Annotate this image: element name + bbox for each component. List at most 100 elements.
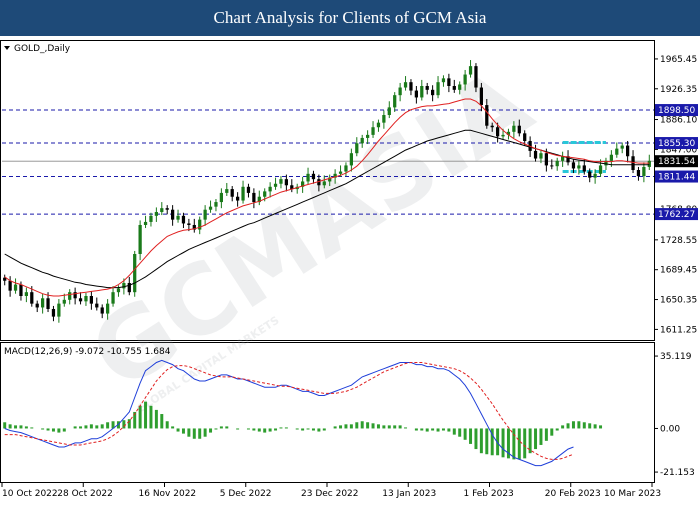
- level-price-tag: [655, 104, 698, 117]
- bull-candle: [208, 206, 213, 210]
- bear-candle: [485, 105, 489, 126]
- bear-candle: [236, 196, 240, 201]
- bull-candle: [593, 173, 597, 178]
- axis-layer: 1965.451926.351886.101847.001808.901768.…: [1, 55, 698, 499]
- bull-candle: [561, 156, 565, 161]
- current-price-tag: [655, 155, 698, 168]
- bull-candle: [160, 208, 164, 212]
- bull-candle: [458, 84, 462, 90]
- bear-candle: [95, 303, 99, 308]
- bear-candle: [46, 298, 50, 309]
- bull-candle: [138, 224, 142, 254]
- bull-candle: [609, 154, 613, 161]
- bear-candle: [8, 280, 12, 291]
- bear-candle: [165, 208, 169, 210]
- bull-candle: [62, 299, 66, 304]
- bear-candle: [571, 162, 576, 169]
- bull-candle: [338, 171, 343, 174]
- bull-candle: [68, 292, 72, 300]
- bull-candle: [598, 165, 603, 174]
- bull-candle: [604, 160, 608, 166]
- bear-candle: [490, 125, 494, 128]
- bear-candle: [290, 185, 294, 190]
- x-tick-label: 28 Oct 2022: [57, 489, 113, 499]
- bear-candle: [311, 173, 316, 180]
- price-layer: [2, 60, 654, 323]
- bull-candle: [263, 191, 267, 197]
- bull-candle: [420, 86, 424, 98]
- macd-y-tick-label: -21.153: [660, 468, 695, 478]
- bull-candle: [642, 166, 646, 177]
- bear-candle: [517, 125, 521, 134]
- bull-candle: [214, 202, 218, 207]
- bull-candle: [403, 82, 408, 88]
- bull-candle: [24, 292, 28, 296]
- bull-candle: [328, 177, 332, 182]
- bull-candle: [393, 95, 397, 108]
- bull-candle: [555, 160, 559, 167]
- bull-candle: [506, 131, 511, 135]
- bear-candle: [30, 292, 34, 304]
- bull-candle: [111, 292, 115, 304]
- bear-candle: [192, 224, 196, 230]
- bear-candle: [588, 171, 592, 178]
- bull-candle: [512, 125, 516, 132]
- bull-candle: [349, 153, 353, 166]
- bull-candle: [143, 221, 148, 225]
- level-price-tag: [655, 170, 698, 183]
- level-price-tag: [655, 137, 698, 150]
- symbol-dropdown-icon[interactable]: [4, 46, 10, 50]
- bear-candle: [78, 298, 83, 302]
- bull-candle: [333, 173, 337, 178]
- bear-candle: [51, 308, 56, 317]
- level-price-label: 1811.44: [658, 173, 695, 183]
- bear-candle: [35, 303, 39, 308]
- x-tick-label: 13 Jan 2023: [382, 489, 436, 499]
- bull-candle: [376, 122, 381, 128]
- bear-candle: [636, 170, 641, 177]
- bull-candle: [501, 134, 505, 137]
- bear-candle: [284, 179, 288, 186]
- chart-title: Chart Analysis for Clients of GCM Asia: [213, 8, 487, 27]
- bull-candle: [149, 215, 153, 222]
- bear-candle: [89, 296, 93, 304]
- bear-candle: [474, 66, 478, 88]
- bear-candle: [479, 87, 483, 106]
- current-price-label: 1831.54: [658, 157, 695, 167]
- bear-candle: [523, 133, 527, 141]
- level-price-label: 1898.50: [658, 106, 695, 116]
- bull-candle: [268, 186, 272, 192]
- x-tick-label: 23 Dec 2022: [301, 489, 359, 499]
- bear-candle: [409, 82, 413, 91]
- bull-candle: [273, 183, 278, 187]
- price-y-tick-label: 1847.00: [660, 145, 697, 155]
- x-tick-label: 10 Mar 2023: [604, 489, 661, 499]
- bull-candle: [13, 284, 18, 291]
- bear-candle: [447, 78, 451, 86]
- bear-candle: [73, 292, 77, 299]
- bull-candle: [360, 137, 364, 144]
- level-price-tag: [655, 208, 698, 221]
- bull-candle: [198, 219, 202, 230]
- x-tick-label: 20 Feb 2023: [545, 489, 601, 499]
- bull-candle: [355, 143, 359, 154]
- bear-candle: [550, 165, 554, 167]
- bull-candle: [257, 196, 261, 203]
- chart-frame: GCMASIA GLOBAL CAPITAL MARKETS 1965.45 19…: [0, 38, 700, 500]
- macd-panel-frame: [0, 342, 655, 483]
- bull-candle: [647, 160, 651, 167]
- price-y-tick-label: 1926.35: [660, 85, 697, 95]
- macd-y-tick-label: 0.00: [660, 424, 680, 434]
- level-price-label: 1855.30: [658, 139, 695, 149]
- bull-candle: [122, 283, 126, 289]
- bull-candle: [133, 254, 137, 293]
- bull-candle: [301, 181, 305, 187]
- macd-y-tick-label: 35.119: [660, 352, 692, 362]
- bull-candle: [322, 181, 326, 186]
- bear-candle: [425, 86, 429, 90]
- bull-candle: [241, 186, 245, 201]
- x-tick-label: 10 Oct 2022: [2, 489, 58, 499]
- bear-candle: [452, 86, 456, 90]
- price-panel-frame: [0, 40, 655, 341]
- bull-candle: [106, 303, 110, 314]
